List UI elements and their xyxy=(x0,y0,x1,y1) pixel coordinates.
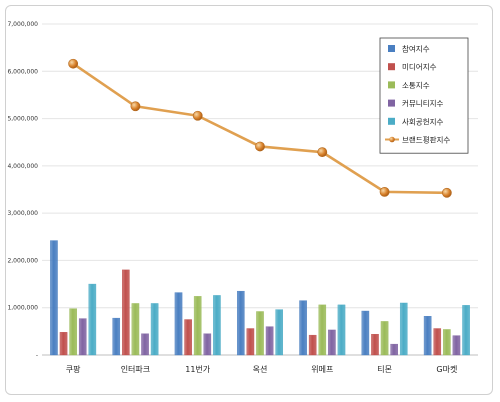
legend-label: 브랜드평판지수 xyxy=(402,135,450,145)
bar-참여지수-티몬 xyxy=(361,310,370,356)
legend-label: 사회공헌지수 xyxy=(402,117,443,126)
legend-marker xyxy=(389,136,395,143)
y-tick-label: 2,000,000 xyxy=(7,257,38,264)
y-axis-ticks: - 1,000,000 2,000,000 3,000,000 4,000,000 5,0… xyxy=(7,21,38,359)
legend-label: 참여지수 xyxy=(402,44,430,54)
legend-label: 커뮤니티지수 xyxy=(402,99,443,108)
line-point-G마켓 xyxy=(441,187,452,198)
bar-커뮤니티지수-인터파크 xyxy=(141,333,149,356)
line-point-위메프 xyxy=(317,147,328,158)
bar-참여지수-G마켓 xyxy=(423,316,432,356)
bar-커뮤니티지수-위메프 xyxy=(328,329,336,356)
bar-사회공헌지수-인터파크 xyxy=(150,303,159,356)
y-tick-label: 1,000,000 xyxy=(7,305,38,312)
bar-사회공헌지수-티몬 xyxy=(399,302,408,356)
legend-label: 미디어지수 xyxy=(402,62,437,72)
legend-box xyxy=(379,37,469,154)
bar-참여지수-옥션 xyxy=(236,290,245,356)
line-series xyxy=(68,58,452,198)
y-tick-label: 5,000,000 xyxy=(7,116,38,123)
bar-미디어지수-11번가 xyxy=(184,319,192,356)
bar-미디어지수-쿠팡 xyxy=(59,332,68,356)
bar-커뮤니티지수-옥션 xyxy=(265,326,274,356)
bar-미디어지수-인터파크 xyxy=(122,269,130,356)
line-point-티몬 xyxy=(379,186,390,197)
bar-소통지수-G마켓 xyxy=(443,329,451,356)
bar-사회공헌지수-쿠팡 xyxy=(88,283,97,356)
x-tick-label: 쿠팡 xyxy=(66,364,81,374)
x-axis-labels: 쿠팡 인터파크 11번가 옥션 위메프 티몬 G마켓 xyxy=(66,364,458,374)
x-tick-label: G마켓 xyxy=(436,364,457,374)
x-tick-label: 인터파크 xyxy=(121,364,150,374)
line-point-옥션 xyxy=(255,141,265,152)
bar-사회공헌지수-위메프 xyxy=(337,304,346,356)
y-tick-label: 6,000,000 xyxy=(7,68,38,75)
bar-소통지수-옥션 xyxy=(256,311,264,356)
legend-swatch xyxy=(388,63,395,71)
x-tick-label: 11번가 xyxy=(185,365,211,374)
legend-swatch xyxy=(388,99,395,107)
y-tick-label: 3,000,000 xyxy=(7,210,38,217)
x-tick-label: 티몬 xyxy=(377,365,392,374)
bar-커뮤니티지수-티몬 xyxy=(390,343,398,356)
bar-참여지수-인터파크 xyxy=(112,317,121,356)
bar-참여지수-11번가 xyxy=(174,292,183,356)
bar-소통지수-위메프 xyxy=(318,304,327,356)
bar-사회공헌지수-11번가 xyxy=(213,295,221,356)
bar-커뮤니티지수-G마켓 xyxy=(452,335,461,356)
legend-swatch xyxy=(388,117,395,125)
y-tick-label: - xyxy=(36,352,38,359)
bar-사회공헌지수-G마켓 xyxy=(462,305,470,356)
legend-swatch xyxy=(388,45,395,52)
bar-미디어지수-위메프 xyxy=(308,334,317,356)
line-point-쿠팡 xyxy=(68,58,79,69)
bar-미디어지수-옥션 xyxy=(246,328,255,356)
bar-미디어지수-티몬 xyxy=(371,333,379,356)
x-tick-label: 옥션 xyxy=(253,364,268,374)
x-tick-label: 위메프 xyxy=(311,365,333,374)
bar-미디어지수-G마켓 xyxy=(433,328,442,356)
bar-소통지수-티몬 xyxy=(380,321,389,356)
bar-커뮤니티지수-11번가 xyxy=(203,333,212,356)
bars xyxy=(50,240,470,356)
bar-사회공헌지수-옥션 xyxy=(275,309,284,356)
line-point-인터파크 xyxy=(130,101,141,112)
bar-소통지수-11번가 xyxy=(193,296,202,356)
bar-참여지수-위메프 xyxy=(299,300,307,356)
legend-swatch xyxy=(388,81,395,89)
y-tick-label: 7,000,000 xyxy=(7,21,38,28)
bar-커뮤니티지수-쿠팡 xyxy=(78,318,87,356)
bar-소통지수-쿠팡 xyxy=(69,308,77,356)
bar-참여지수-쿠팡 xyxy=(50,240,58,356)
legend-label: 소통지수 xyxy=(402,81,430,90)
bar-소통지수-인터파크 xyxy=(131,303,140,356)
y-tick-label: 4,000,000 xyxy=(7,163,38,170)
line-point-11번가 xyxy=(192,110,203,121)
